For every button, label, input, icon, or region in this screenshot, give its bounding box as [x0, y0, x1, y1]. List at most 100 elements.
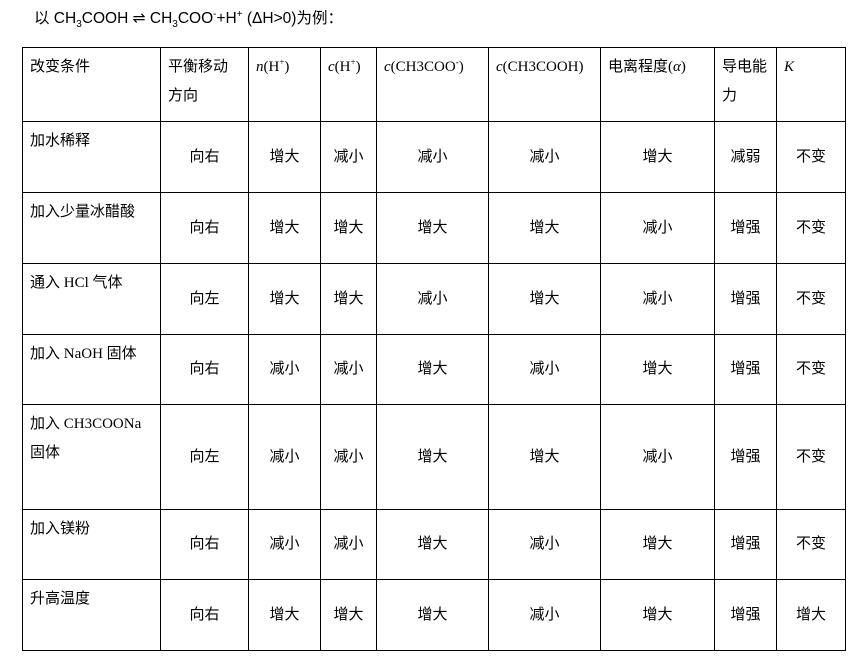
- t: +H: [216, 10, 237, 27]
- t: -: [455, 57, 459, 67]
- table-cell: 增大: [488, 192, 601, 264]
- table-cell: 减小: [248, 334, 321, 405]
- t: -: [213, 8, 217, 20]
- table-cell: 升高温度: [22, 579, 161, 651]
- table-cell: 增强: [714, 263, 777, 335]
- t: 3: [76, 19, 82, 31]
- t: (H: [334, 59, 351, 75]
- t: ): [458, 59, 464, 75]
- table-cell: 向右: [160, 509, 249, 580]
- table-cell: 加入 NaOH 固体: [22, 334, 161, 405]
- table-cell: 增大: [776, 579, 846, 651]
- table-cell: 不变: [776, 404, 846, 510]
- table-cell: 减小: [320, 404, 377, 510]
- header-cell: c(CH3COOH): [488, 47, 601, 122]
- t: (CH3COO: [390, 59, 456, 75]
- table-cell: 减小: [488, 509, 601, 580]
- table-cell: 减小: [488, 121, 601, 193]
- header-row: 改变条件 平衡移动方向 n(H+) c(H+) c(CH3COO-) c(CH3COOH)…: [22, 47, 846, 122]
- table-row: 加入 NaOH 固体 向右 减小 减小 增大 减小 增大 增强 不变: [22, 334, 846, 405]
- table-row: 加入镁粉 向右 减小 减小 增大 减小 增大 增强 不变: [22, 509, 846, 580]
- t: ): [680, 59, 686, 75]
- table-cell: 增大: [600, 121, 715, 193]
- table-cell: 增强: [714, 509, 777, 580]
- table-cell: 向右: [160, 121, 249, 193]
- table-cell: 加入少量冰醋酸: [22, 192, 161, 264]
- table-cell: 增大: [376, 509, 489, 580]
- table-cell: 减小: [600, 404, 715, 510]
- table-cell: 加水稀释: [22, 121, 161, 193]
- t: ): [355, 59, 361, 75]
- table-cell: 减小: [376, 121, 489, 193]
- table-cell: 增大: [488, 404, 601, 510]
- table-cell: 增大: [600, 579, 715, 651]
- table-cell: 向左: [160, 404, 249, 510]
- table-cell: 不变: [776, 121, 846, 193]
- header-cell: c(H+): [320, 47, 377, 122]
- table-cell: 向右: [160, 192, 249, 264]
- header-cell: 电离程度(α): [600, 47, 715, 122]
- table-cell: 不变: [776, 509, 846, 580]
- table-cell: 增大: [376, 334, 489, 405]
- t: (H: [263, 59, 280, 75]
- table-cell: 不变: [776, 334, 846, 405]
- t: 电离程度(: [608, 59, 673, 75]
- t: (ΔH>0)为例：: [242, 10, 343, 27]
- t: 改变条件: [30, 59, 91, 75]
- table-row: 加水稀释 向右 增大 减小 减小 减小 增大 减弱 不变: [22, 121, 846, 193]
- t: 平衡移动方向: [168, 59, 229, 104]
- table-cell: 增强: [714, 192, 777, 264]
- table-cell: 向右: [160, 334, 249, 405]
- table-cell: 增大: [376, 404, 489, 510]
- table-row: 升高温度 向右 增大 增大 增大 减小 增大 增强 增大: [22, 579, 846, 651]
- table-cell: 减小: [600, 192, 715, 264]
- table-cell: 不变: [776, 263, 846, 335]
- t: +: [350, 57, 356, 67]
- page-title: 以 CH3COOH ⇌ CH3COO-+H+ (ΔH>0)为例：: [34, 6, 343, 30]
- header-cell: n(H+): [248, 47, 321, 122]
- table-cell: 减小: [600, 263, 715, 335]
- t: K: [784, 59, 795, 75]
- t: n: [256, 59, 264, 75]
- t: +: [236, 8, 243, 20]
- table-cell: 减小: [248, 404, 321, 510]
- table-cell: 减小: [488, 334, 601, 405]
- t: ): [284, 59, 290, 75]
- table-cell: 增大: [248, 579, 321, 651]
- table-cell: 增大: [248, 192, 321, 264]
- table-cell: 增大: [600, 334, 715, 405]
- table-cell: 增大: [320, 263, 377, 335]
- table-cell: 减小: [320, 509, 377, 580]
- table-cell: 通入 HCl 气体: [22, 263, 161, 335]
- table-cell: 增大: [248, 263, 321, 335]
- table-cell: 不变: [776, 192, 846, 264]
- table-row: 通入 HCl 气体 向左 增大 增大 减小 增大 减小 增强 不变: [22, 263, 846, 335]
- table-cell: 增强: [714, 334, 777, 405]
- t: α: [673, 59, 681, 75]
- table-cell: 加入 CH3COONa 固体: [22, 404, 161, 510]
- table-cell: 减小: [320, 121, 377, 193]
- t: c: [496, 59, 503, 75]
- table-cell: 增大: [248, 121, 321, 193]
- t: 以 CH: [34, 10, 77, 27]
- t: 导电能力: [722, 59, 768, 104]
- table-cell: 增大: [600, 509, 715, 580]
- equilibrium-table: 改变条件 平衡移动方向 n(H+) c(H+) c(CH3COO-) c(CH3COOH)…: [22, 47, 846, 651]
- table-cell: 增大: [320, 579, 377, 651]
- table-cell: 增大: [488, 263, 601, 335]
- table-cell: 增大: [320, 192, 377, 264]
- table-cell: 增大: [376, 192, 489, 264]
- header-cell: 导电能力: [714, 47, 777, 122]
- t: c: [384, 59, 391, 75]
- table-row: 加入 CH3COONa 固体 向左 减小 减小 增大 增大 减小 增强 不变: [22, 404, 846, 510]
- t: (CH3COOH): [502, 59, 584, 75]
- header-cell: 平衡移动方向: [160, 47, 249, 122]
- t: 3: [172, 19, 178, 31]
- t: CH: [145, 10, 173, 27]
- t: COOH: [81, 10, 133, 27]
- table-row: 加入少量冰醋酸 向右 增大 增大 增大 增大 减小 增强 不变: [22, 192, 846, 264]
- t: +: [279, 57, 285, 67]
- table-cell: 减小: [320, 334, 377, 405]
- t: c: [328, 59, 335, 75]
- header-cell: 改变条件: [22, 47, 161, 122]
